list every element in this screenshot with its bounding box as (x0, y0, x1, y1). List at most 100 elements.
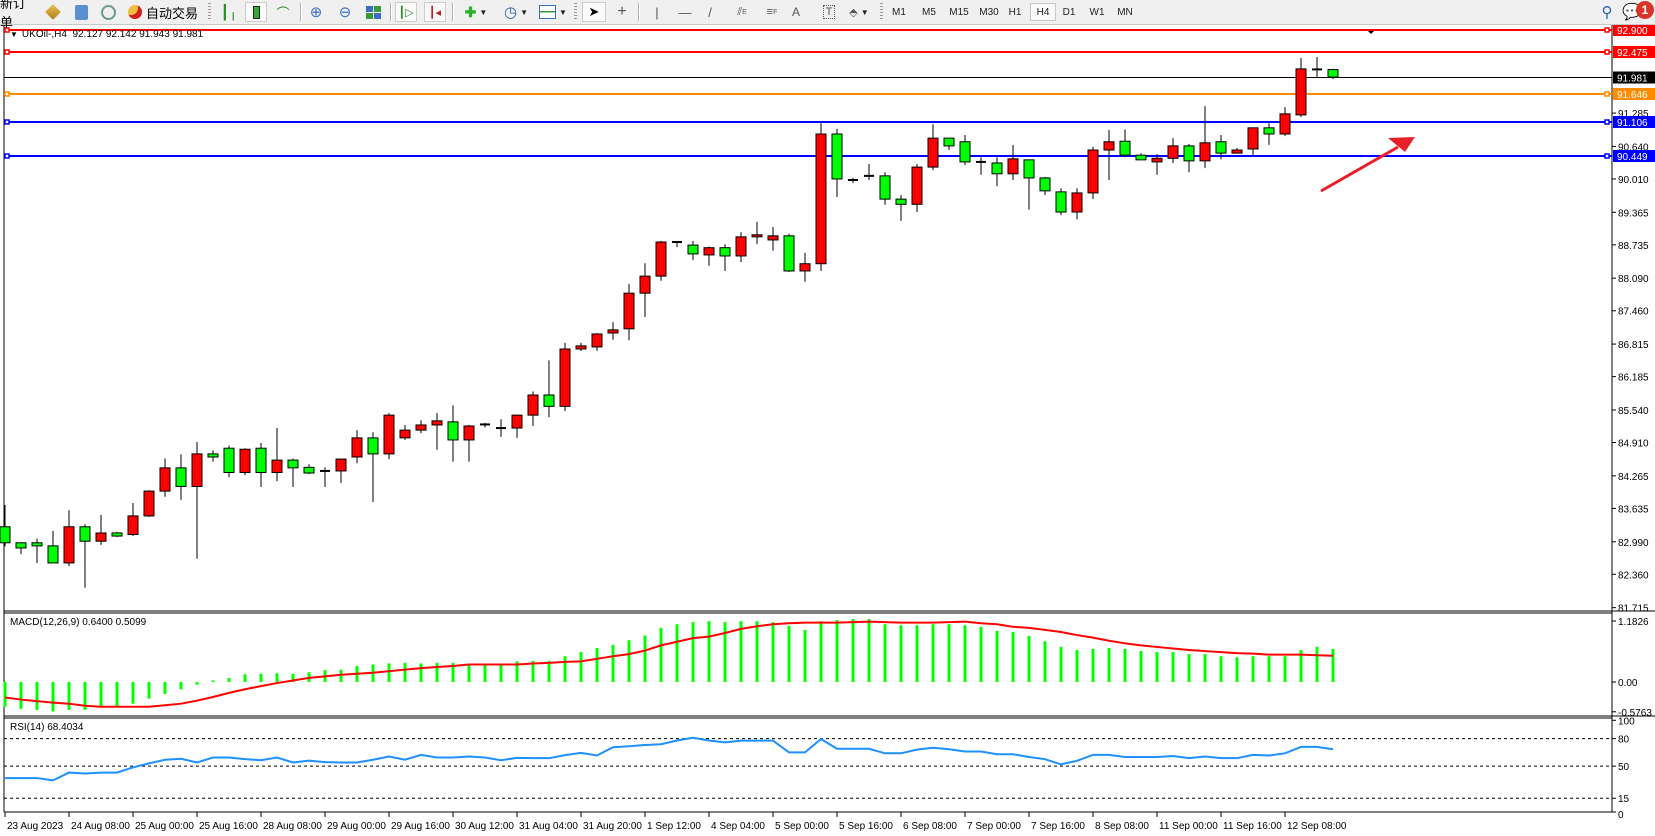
macd-histogram-bar (531, 660, 535, 683)
candle (703, 246, 715, 266)
auto-trading-button[interactable]: 自动交易 (128, 2, 200, 22)
candle-body (1167, 145, 1179, 159)
price-tick-label: 82.990 (1618, 538, 1649, 549)
notification-badge[interactable]: 1 (1636, 1, 1654, 19)
templates-button[interactable]: ▼ (536, 2, 570, 22)
candle-body (431, 420, 443, 426)
macd-histogram-bar (1171, 652, 1175, 683)
candle-body (831, 133, 843, 180)
macd-histogram-bar (483, 665, 487, 683)
equidistant-channel-icon[interactable]: ⫽ E (737, 5, 747, 18)
candle (320, 467, 330, 487)
candle-body (399, 429, 411, 439)
time-tick-label: 7 Sep 00:00 (967, 821, 1021, 832)
timeframe-h4[interactable]: H4 (1030, 3, 1056, 21)
macd-histogram-bar (115, 682, 119, 707)
annotation-arrow[interactable] (1320, 137, 1415, 193)
time-axis-background (0, 812, 1655, 836)
zoom-in-icon[interactable]: ⊕ (309, 4, 323, 21)
trendline-icon[interactable]: / (708, 4, 712, 20)
candle-body (943, 137, 955, 147)
macd-histogram-bar (1011, 631, 1015, 683)
time-tick-label: 31 Aug 04:00 (519, 821, 578, 832)
price-tick-label: 90.010 (1618, 175, 1649, 186)
auto-trading-label: 自动交易 (146, 5, 199, 21)
timeframe-m5[interactable]: M5 (922, 6, 936, 18)
macd-histogram-bar (83, 682, 87, 710)
auto-scroll-icon[interactable]: ┃▷ (395, 2, 417, 22)
candle (1247, 127, 1259, 156)
line-price-label: 92.900 (1617, 26, 1648, 37)
candle (175, 454, 187, 500)
candle-body (1247, 127, 1259, 150)
candle (127, 502, 139, 537)
timeframe-w1[interactable]: W1 (1089, 6, 1105, 18)
macd-histogram-bar (211, 680, 215, 683)
macd-histogram-bar (451, 662, 455, 683)
candle (783, 233, 795, 272)
vertical-line-icon[interactable]: | (655, 4, 659, 20)
bar-chart-icon[interactable]: ┃╷ (220, 3, 238, 20)
macd-histogram-bar (19, 682, 23, 709)
candle (143, 490, 155, 517)
timeframe-m15[interactable]: M15 (949, 6, 969, 18)
line-price-label-box (1613, 150, 1655, 162)
fibonacci-icon[interactable]: ≡ F (766, 6, 778, 18)
search-icon[interactable]: ⚲ (1601, 4, 1613, 21)
candle-body (31, 542, 43, 547)
crosshair-icon[interactable]: + (617, 3, 627, 20)
candle-body (351, 437, 363, 458)
dropdown-triangle-icon[interactable]: ▼ (10, 30, 18, 39)
timeframe-m30[interactable]: M30 (979, 6, 999, 18)
line-chart-icon[interactable]: ⌒ (276, 5, 290, 21)
candle (639, 263, 651, 317)
timeframe-d1[interactable]: D1 (1062, 6, 1076, 18)
horizontal-line-icon[interactable]: — (678, 4, 692, 20)
text-icon[interactable]: A (791, 5, 800, 19)
signals-icon[interactable] (99, 2, 117, 22)
macd-histogram-bar (563, 656, 567, 683)
new-order-button[interactable]: 新订单 (0, 0, 34, 30)
candle (927, 124, 939, 171)
rsi-title: RSI(14) 68.4034 (10, 722, 84, 733)
candle-body (271, 459, 283, 474)
new-chart-icon: ✚ (464, 3, 477, 20)
macd-histogram-bar (1027, 636, 1031, 683)
market-watch-icon[interactable] (44, 2, 62, 22)
line-price-label: 91.106 (1617, 118, 1648, 129)
candle (431, 413, 443, 450)
tile-windows-icon[interactable] (363, 2, 383, 22)
chart-background (0, 25, 1655, 836)
macd-histogram-bar (3, 682, 7, 707)
candle (1119, 129, 1131, 158)
zoom-out-icon[interactable]: ⊖ (338, 4, 352, 21)
new-chart-button[interactable]: ✚ ▼ (459, 2, 493, 22)
rsi-pane: 100 80 50 15 0 (4, 716, 1635, 821)
time-tick-label: 12 Sep 08:00 (1287, 821, 1347, 832)
candle (383, 413, 395, 460)
text-label-icon[interactable]: T (820, 2, 838, 22)
chart-shift-icon[interactable]: ┃◂ (424, 2, 446, 22)
timeframe-mn[interactable]: MN (1117, 6, 1133, 18)
macd-histogram-bar (979, 626, 983, 683)
periods-button[interactable]: ◷ ▼ (499, 2, 533, 22)
candle (1279, 107, 1291, 137)
cursor-icon[interactable]: ➤ (582, 2, 606, 22)
timeframe-m1[interactable]: M1 (892, 6, 906, 18)
candlestick-icon[interactable] (245, 2, 267, 22)
price-tick-label: 86.815 (1618, 340, 1649, 351)
candle-body (223, 447, 235, 474)
candle-body (1327, 69, 1339, 78)
macd-tick-label: 0.00 (1618, 678, 1638, 689)
candle (47, 530, 59, 564)
arrows-button[interactable]: ⬘ ▼ (842, 2, 876, 22)
macd-histogram-bar (1203, 654, 1207, 683)
candle-body (687, 244, 699, 255)
navigator-icon[interactable] (72, 2, 90, 22)
candle (1327, 68, 1339, 80)
price-tick-label: 88.735 (1618, 241, 1649, 252)
candle-body (95, 532, 107, 542)
candle (31, 538, 43, 563)
timeframe-h1[interactable]: H1 (1008, 6, 1022, 18)
